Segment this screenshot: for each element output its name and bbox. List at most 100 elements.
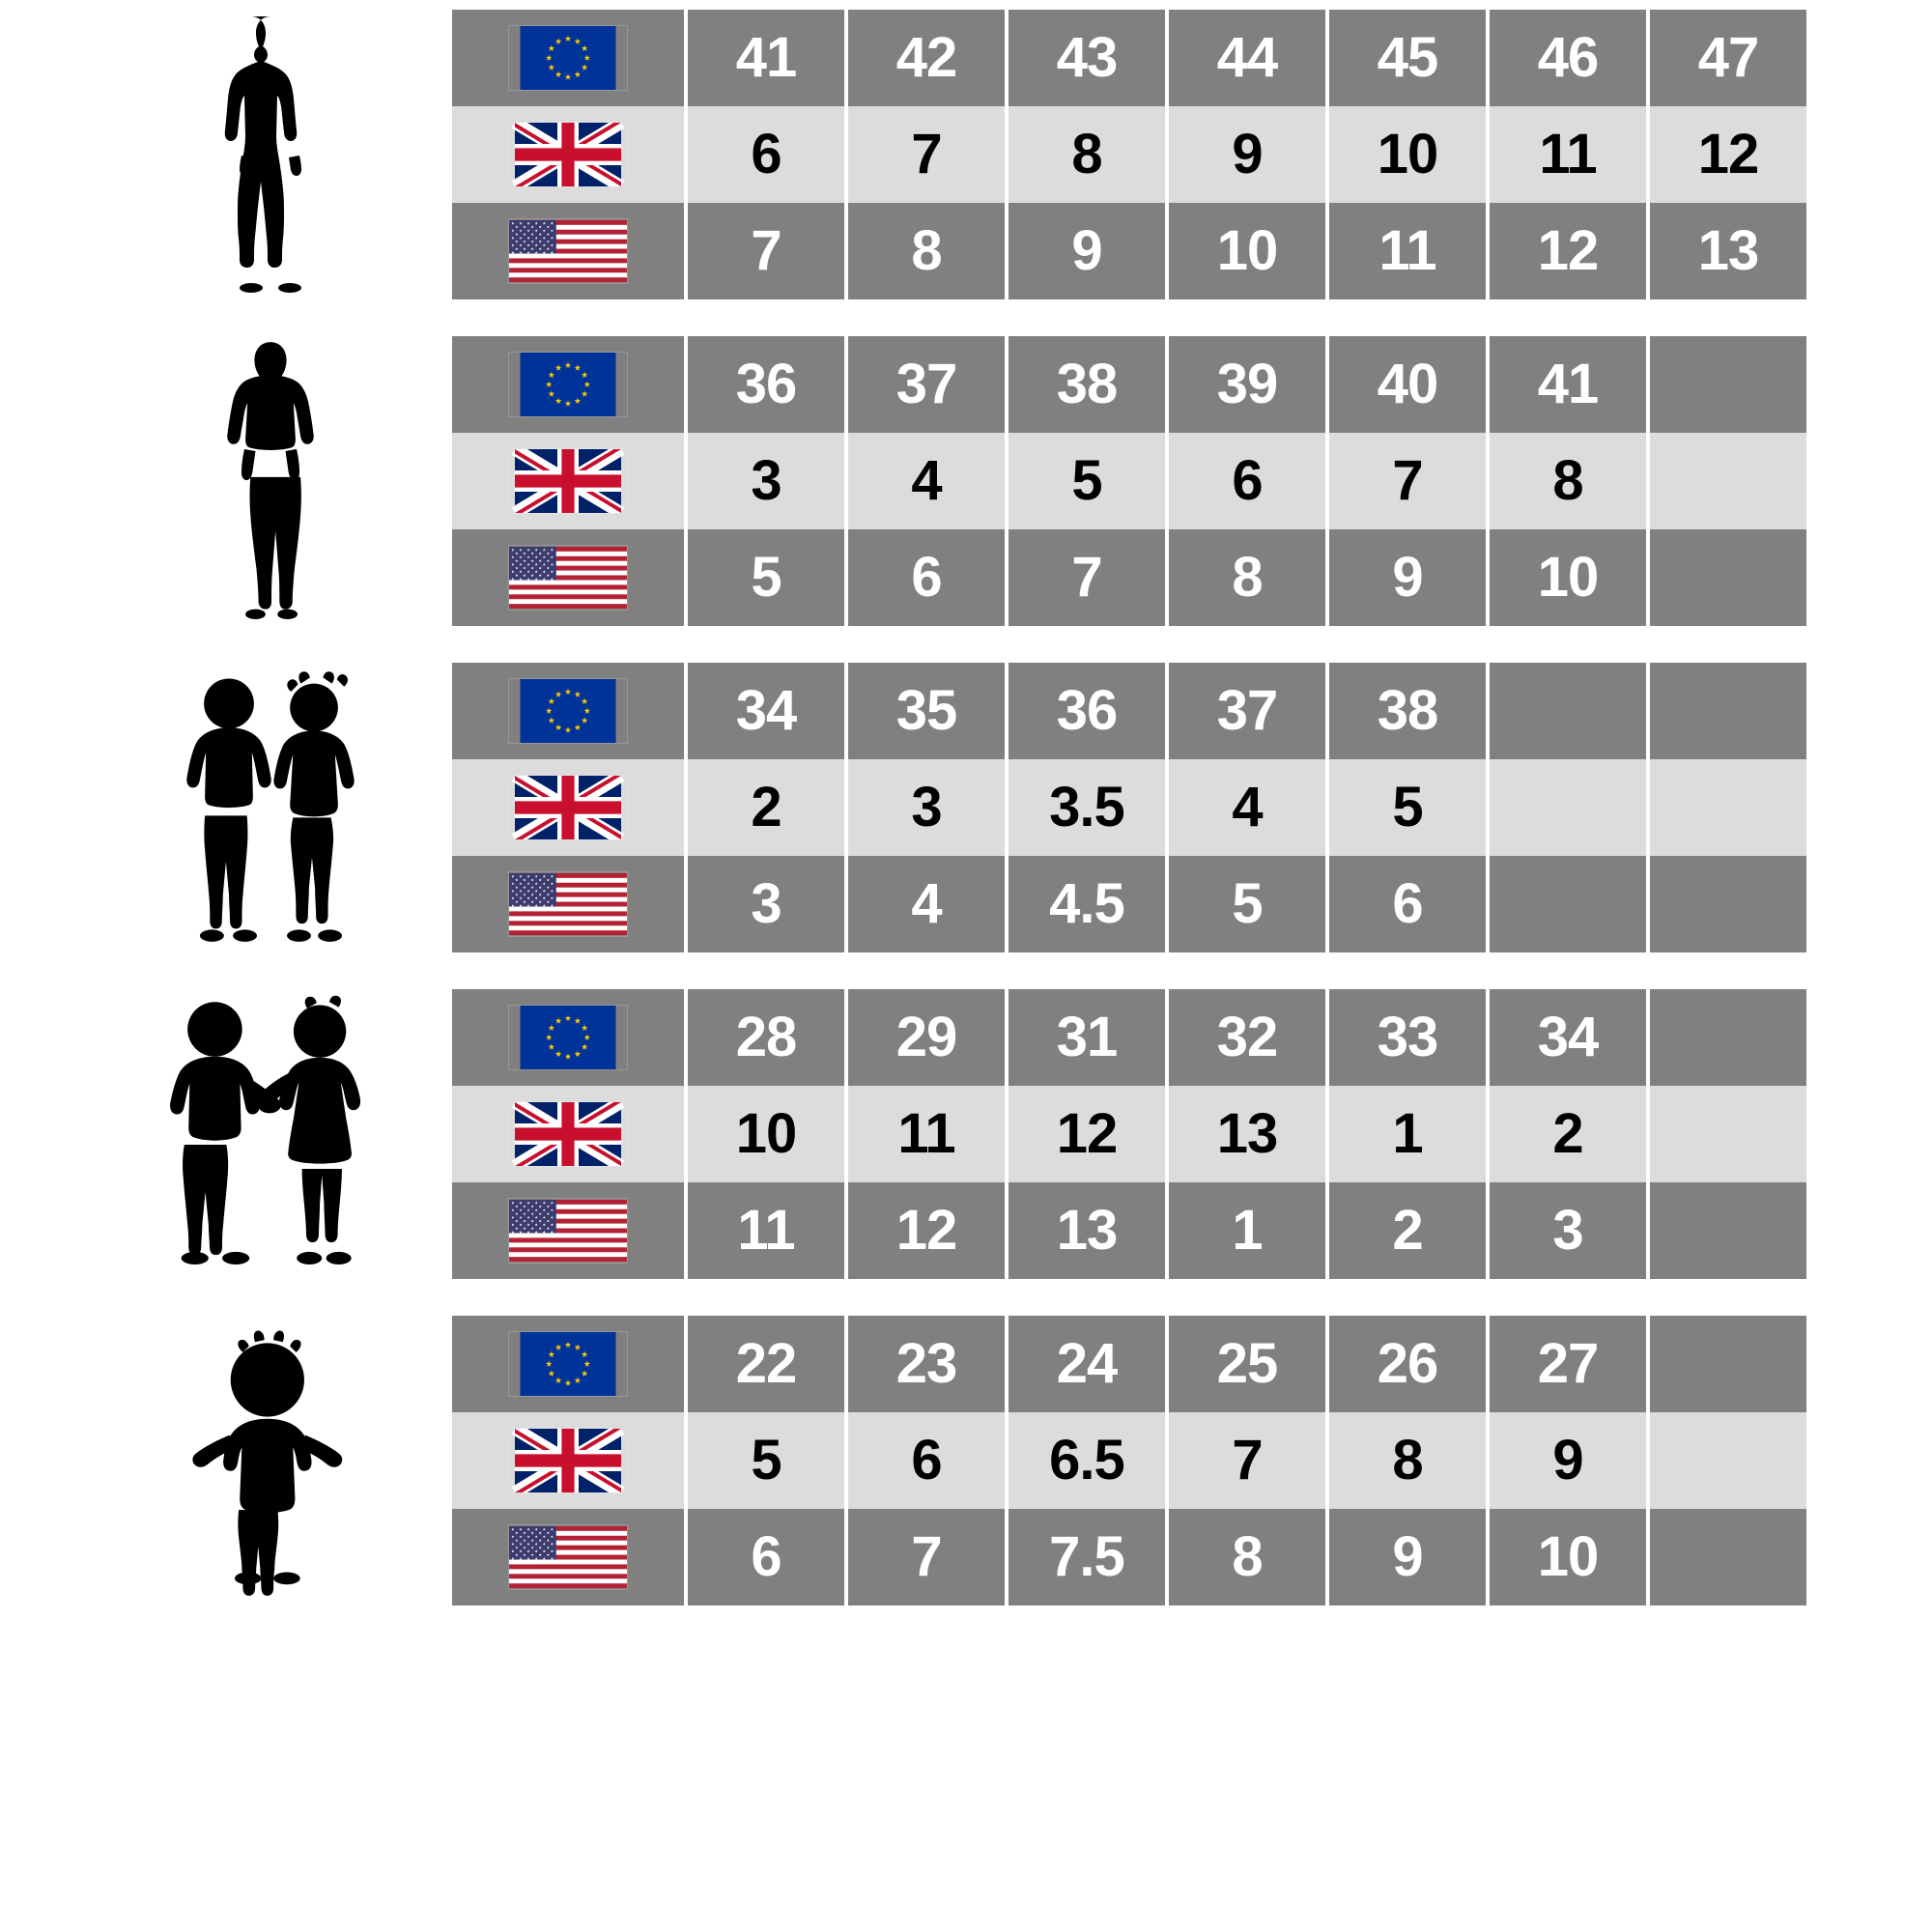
size-cell: 7 bbox=[848, 106, 1005, 203]
size-table-older-children: 34 35 36 37 38 2 3 3.5 4 5 3 4 4.5 5 6 bbox=[452, 663, 1808, 952]
size-value: 6.5 bbox=[1049, 1429, 1125, 1492]
size-cell: 12 bbox=[1490, 203, 1646, 299]
size-value: 2 bbox=[751, 776, 781, 838]
size-cell: 27 bbox=[1490, 1316, 1646, 1412]
region-flag-cell-uk bbox=[452, 433, 684, 529]
size-value: 7 bbox=[911, 123, 942, 185]
size-cell: 33 bbox=[1329, 989, 1486, 1086]
size-value: 10 bbox=[735, 1102, 798, 1165]
size-cell-empty bbox=[1650, 1509, 1806, 1605]
size-value: 33 bbox=[1377, 1006, 1439, 1068]
size-cell: 12 bbox=[848, 1182, 1005, 1279]
size-value: 39 bbox=[1216, 353, 1279, 415]
size-value: 42 bbox=[895, 26, 958, 89]
size-value: 8 bbox=[911, 219, 942, 282]
size-value: 8 bbox=[1232, 546, 1263, 609]
region-flag-cell-uk bbox=[452, 1412, 684, 1509]
size-value: 29 bbox=[895, 1006, 958, 1068]
size-value: 25 bbox=[1216, 1332, 1279, 1395]
size-table-men: 41 42 43 44 45 46 47 6 7 8 9 10 11 12 7 8 9 10 11 12 13 bbox=[452, 10, 1808, 299]
size-cell: 10 bbox=[1329, 106, 1486, 203]
size-value: 47 bbox=[1697, 26, 1760, 89]
size-value: 12 bbox=[895, 1199, 958, 1262]
size-value: 8 bbox=[1392, 1429, 1423, 1492]
size-cell: 39 bbox=[1169, 336, 1325, 433]
size-cell: 11 bbox=[848, 1086, 1005, 1182]
size-value: 8 bbox=[1071, 123, 1102, 185]
region-flag-cell-eu bbox=[452, 1316, 684, 1412]
eu-flag-icon bbox=[520, 679, 616, 743]
size-value: 44 bbox=[1216, 26, 1279, 89]
size-value: 4 bbox=[911, 872, 942, 935]
size-value: 13 bbox=[1697, 219, 1760, 282]
size-value: 10 bbox=[1216, 219, 1279, 282]
size-value: 6 bbox=[751, 1525, 781, 1588]
size-value: 13 bbox=[1056, 1199, 1119, 1262]
size-value: 11 bbox=[1539, 123, 1597, 185]
size-value: 7 bbox=[911, 1525, 942, 1588]
size-value: 37 bbox=[895, 353, 958, 415]
size-value: 31 bbox=[1056, 1006, 1119, 1068]
size-value: 7 bbox=[1071, 546, 1102, 609]
size-cell-empty bbox=[1650, 759, 1806, 856]
size-table-women: 36 37 38 39 40 41 3 4 5 6 7 8 5 6 7 8 9 10 bbox=[452, 336, 1808, 626]
size-cell-empty bbox=[1650, 433, 1806, 529]
size-value: 6 bbox=[911, 1429, 942, 1492]
size-cell-empty bbox=[1490, 663, 1646, 759]
size-cell: 9 bbox=[1169, 106, 1325, 203]
size-cell: 41 bbox=[1490, 336, 1646, 433]
size-cell: 31 bbox=[1009, 989, 1165, 1086]
size-value: 11 bbox=[897, 1102, 955, 1165]
size-cell: 7 bbox=[848, 1509, 1005, 1605]
size-cell: 42 bbox=[848, 10, 1005, 106]
table-row: 5 6 6.5 7 8 9 bbox=[452, 1412, 1808, 1509]
table-row: 6 7 7.5 8 9 10 bbox=[452, 1509, 1808, 1605]
woman-silhouette-icon bbox=[227, 342, 314, 619]
size-value: 40 bbox=[1377, 353, 1439, 415]
size-value: 13 bbox=[1216, 1102, 1279, 1165]
size-value: 41 bbox=[735, 26, 798, 89]
size-cell: 6 bbox=[688, 106, 844, 203]
size-value: 4 bbox=[1232, 776, 1263, 838]
size-value: 5 bbox=[751, 1429, 781, 1492]
size-value: 5 bbox=[1232, 872, 1263, 935]
size-cell: 40 bbox=[1329, 336, 1486, 433]
region-flag-cell-eu bbox=[452, 336, 684, 433]
size-cell: 44 bbox=[1169, 10, 1325, 106]
size-cell-empty bbox=[1650, 1086, 1806, 1182]
region-flag-cell-eu bbox=[452, 663, 684, 759]
size-cell: 10 bbox=[1169, 203, 1325, 299]
size-cell: 47 bbox=[1650, 10, 1806, 106]
figure-older-children bbox=[97, 659, 444, 952]
size-cell: 8 bbox=[1329, 1412, 1486, 1509]
size-value: 46 bbox=[1537, 26, 1600, 89]
table-row: 5 6 7 8 9 10 bbox=[452, 529, 1808, 626]
size-cell: 3 bbox=[688, 433, 844, 529]
uk-flag-icon bbox=[509, 1102, 627, 1166]
size-value: 1 bbox=[1232, 1199, 1263, 1262]
region-flag-cell-eu bbox=[452, 989, 684, 1086]
size-value: 3 bbox=[751, 449, 781, 512]
size-value: 10 bbox=[1377, 123, 1439, 185]
size-cell: 38 bbox=[1009, 336, 1165, 433]
table-row: 6 7 8 9 10 11 12 bbox=[452, 106, 1808, 203]
size-cell: 1 bbox=[1169, 1182, 1325, 1279]
size-cell: 7 bbox=[1329, 433, 1486, 529]
man-silhouette-icon bbox=[224, 16, 301, 293]
size-cell: 4 bbox=[848, 856, 1005, 952]
size-value: 45 bbox=[1377, 26, 1439, 89]
region-flag-cell-uk bbox=[452, 1086, 684, 1182]
size-value: 35 bbox=[895, 679, 958, 742]
size-cell: 12 bbox=[1650, 106, 1806, 203]
region-flag-cell-uk bbox=[452, 106, 684, 203]
size-cell: 45 bbox=[1329, 10, 1486, 106]
size-cell: 43 bbox=[1009, 10, 1165, 106]
size-cell-empty bbox=[1490, 856, 1646, 952]
size-value: 7 bbox=[1232, 1429, 1263, 1492]
table-row: 2 3 3.5 4 5 bbox=[452, 759, 1808, 856]
size-cell: 25 bbox=[1169, 1316, 1325, 1412]
size-value: 6 bbox=[1232, 449, 1263, 512]
figure-young-children bbox=[97, 985, 444, 1279]
size-cell: 4 bbox=[848, 433, 1005, 529]
size-cell: 4.5 bbox=[1009, 856, 1165, 952]
